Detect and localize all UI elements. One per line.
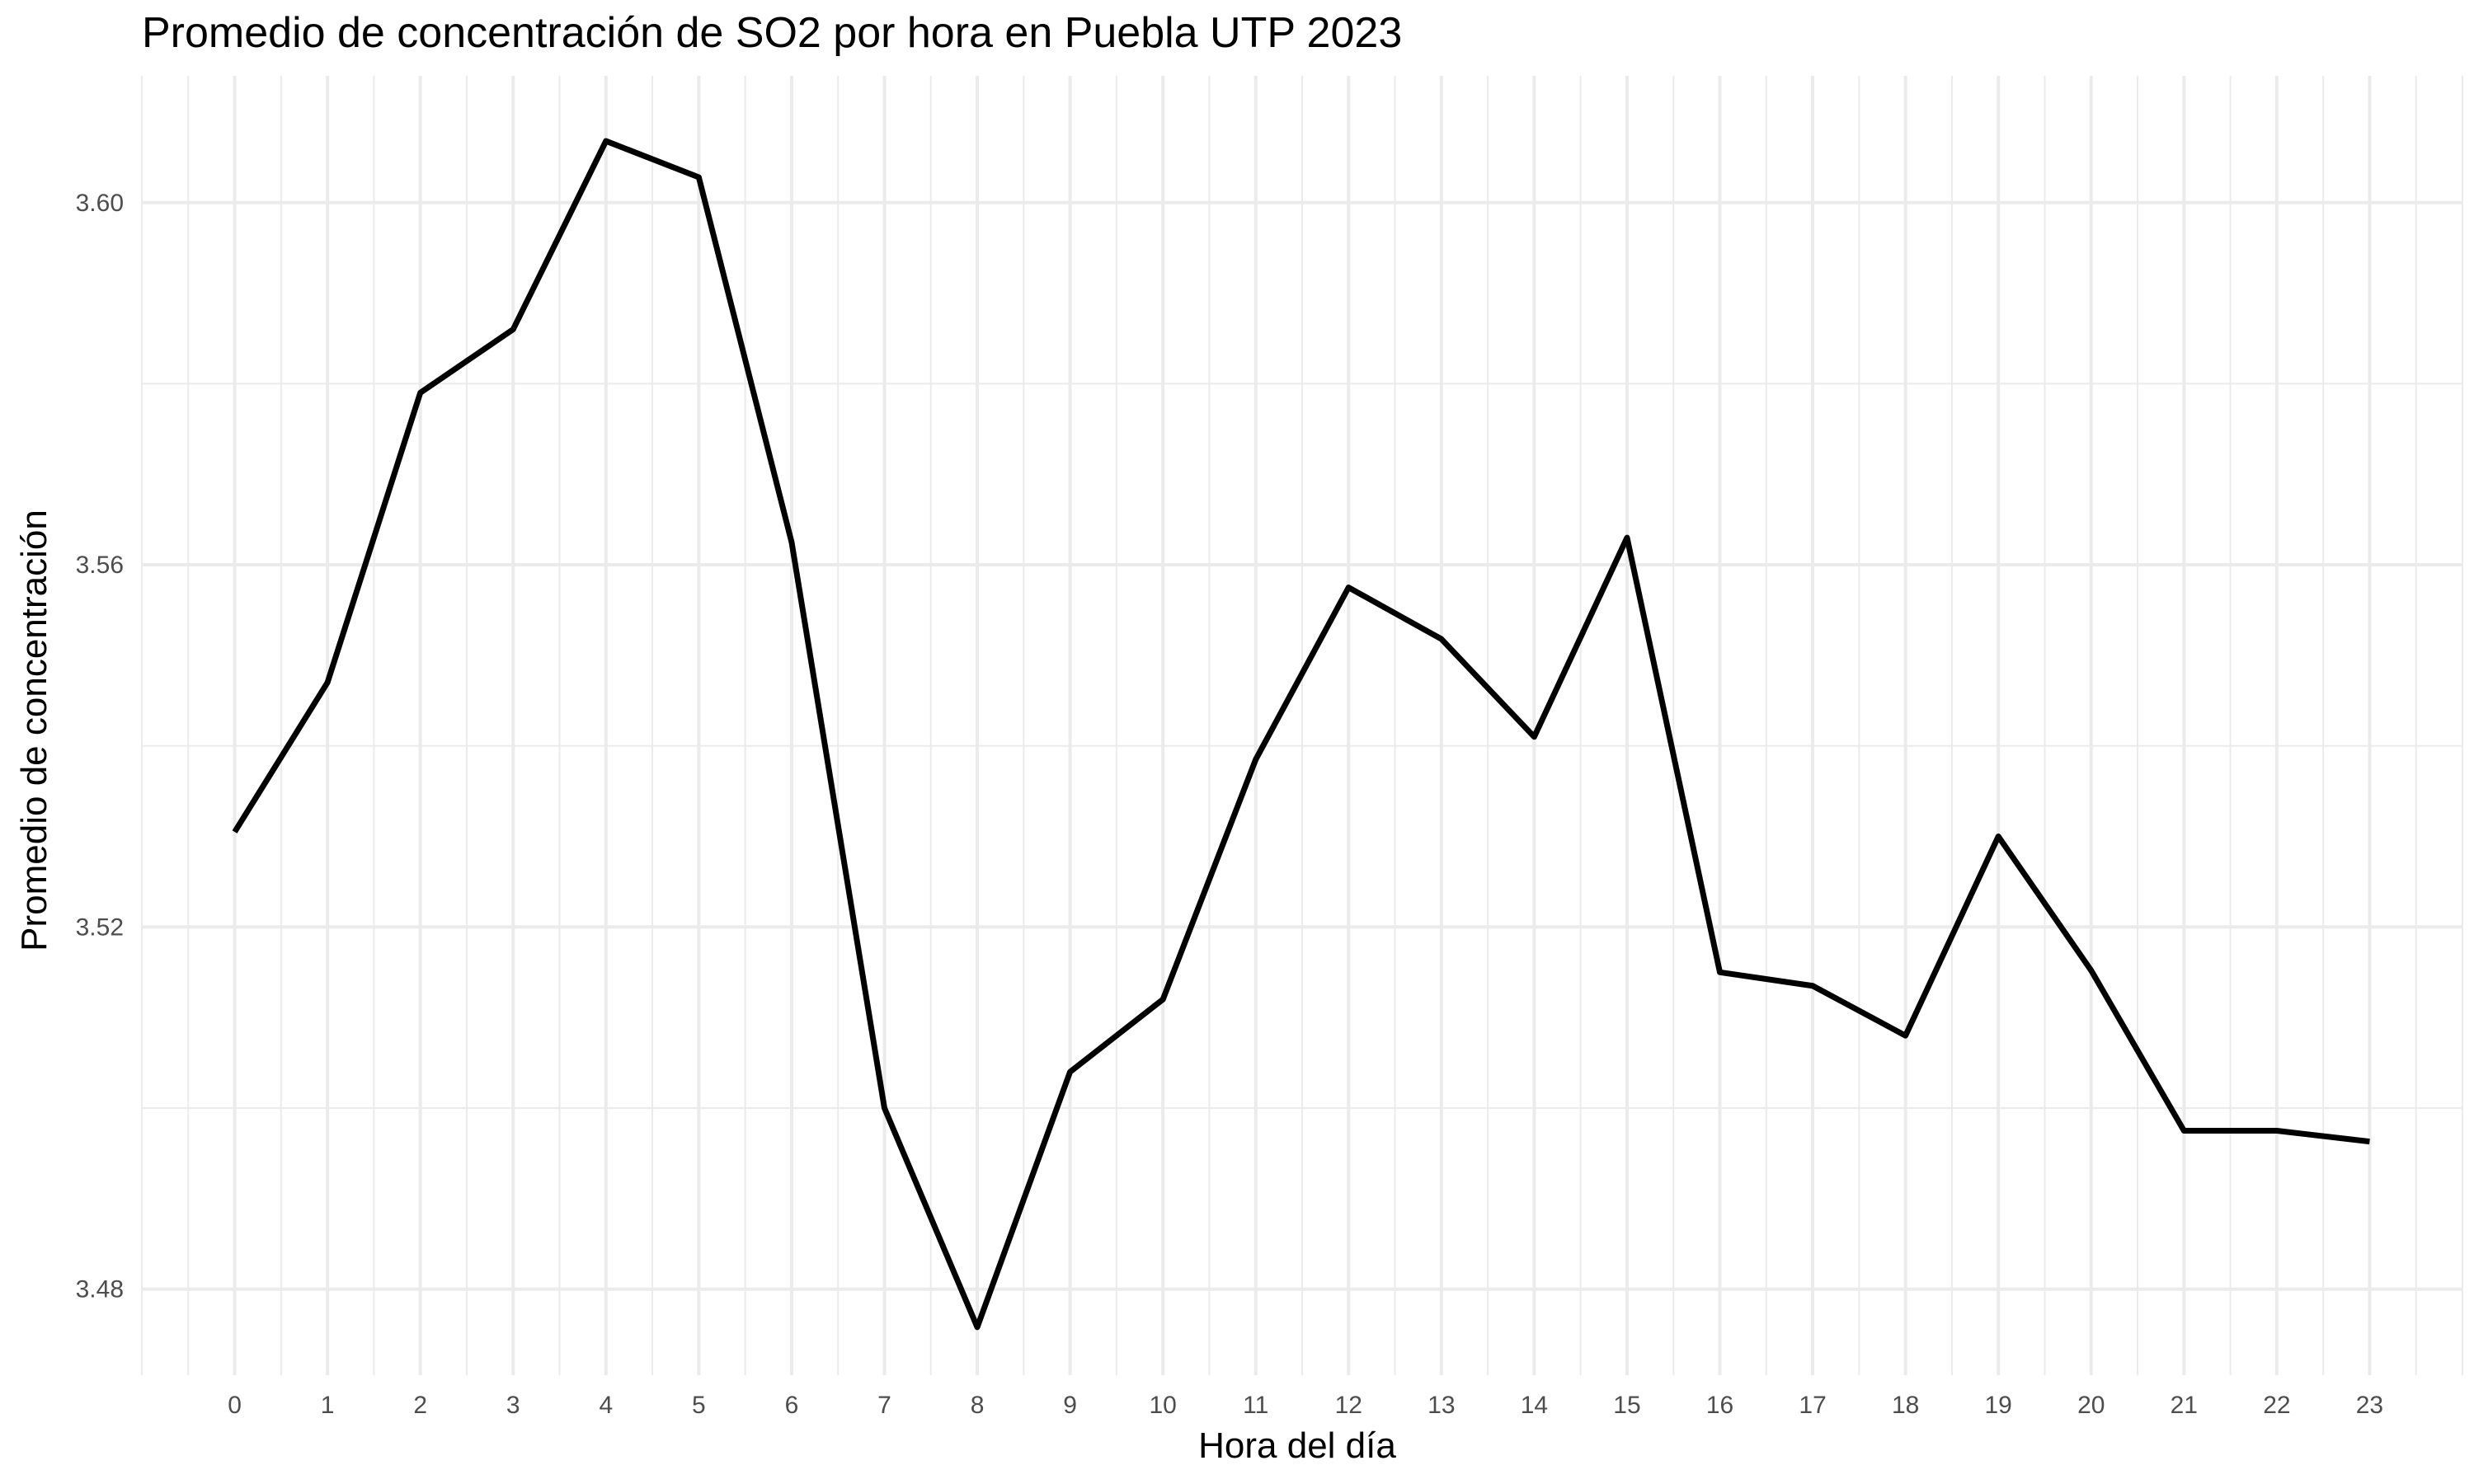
x-tick-label: 20 <box>2077 1392 2105 1419</box>
x-tick-label: 9 <box>1063 1392 1077 1419</box>
x-tick-label: 18 <box>1892 1392 1919 1419</box>
data-point <box>604 139 609 143</box>
data-point <box>2274 1128 2279 1133</box>
x-axis-title: Hora del día <box>1198 1425 1396 1466</box>
x-tick-label: 0 <box>228 1392 242 1419</box>
data-point <box>1810 984 1815 989</box>
y-tick-label: 3.60 <box>76 190 124 217</box>
chart-title: Promedio de concentración de SO2 por hor… <box>142 9 1403 57</box>
x-tick-label: 22 <box>2263 1392 2290 1419</box>
x-tick-label: 1 <box>321 1392 335 1419</box>
x-tick-label: 21 <box>2171 1392 2198 1419</box>
data-point <box>1996 834 2001 839</box>
x-tick-label: 3 <box>506 1392 520 1419</box>
x-tick-label: 12 <box>1335 1392 1362 1419</box>
x-tick-label: 10 <box>1149 1392 1176 1419</box>
data-point <box>1439 636 1444 641</box>
data-point <box>233 829 238 834</box>
data-point <box>1625 535 1630 540</box>
x-tick-label: 8 <box>971 1392 985 1419</box>
data-point <box>696 175 701 180</box>
x-tick-label: 13 <box>1427 1392 1455 1419</box>
y-axis-title: Promedio de concentración <box>14 510 54 951</box>
x-tick-label: 19 <box>1985 1392 2012 1419</box>
data-point <box>1903 1033 1908 1038</box>
data-point <box>2367 1139 2372 1144</box>
x-tick-label: 15 <box>1613 1392 1640 1419</box>
data-point <box>2181 1128 2186 1133</box>
x-tick-label: 5 <box>692 1392 706 1419</box>
data-point <box>789 540 794 545</box>
x-tick-label: 23 <box>2356 1392 2383 1419</box>
y-axis-ticks: 3.48 3.52 3.56 3.60 <box>76 190 124 1303</box>
x-tick-label: 16 <box>1706 1392 1733 1419</box>
data-point <box>2089 968 2094 973</box>
data-point <box>1160 997 1165 1002</box>
data-point <box>975 1325 980 1330</box>
data-point <box>418 390 423 395</box>
x-tick-label: 11 <box>1243 1392 1268 1419</box>
x-tick-label: 2 <box>413 1392 427 1419</box>
series-layer <box>232 138 2372 1331</box>
x-tick-label: 14 <box>1521 1392 1548 1419</box>
data-point <box>510 327 515 332</box>
y-tick-label: 3.48 <box>76 1276 124 1303</box>
x-tick-label: 7 <box>877 1392 891 1419</box>
x-axis-ticks: 0 1 2 3 4 5 6 7 8 9 10 11 12 13 14 15 16 17 18 19 20 21 22 23 <box>228 1392 2383 1419</box>
x-tick-label: 17 <box>1799 1392 1826 1419</box>
x-tick-label: 6 <box>785 1392 799 1419</box>
y-tick-label: 3.56 <box>76 552 124 579</box>
data-point <box>1718 970 1723 974</box>
grid-layer <box>141 76 2463 1375</box>
x-tick-label: 4 <box>599 1392 613 1419</box>
data-point <box>325 680 330 685</box>
series-line <box>232 138 2370 1331</box>
data-point <box>1346 585 1351 590</box>
data-point <box>1531 735 1536 740</box>
data-point <box>1253 757 1258 762</box>
data-point <box>1068 1069 1073 1074</box>
y-tick-label: 3.52 <box>76 913 124 941</box>
data-point <box>882 1106 887 1111</box>
